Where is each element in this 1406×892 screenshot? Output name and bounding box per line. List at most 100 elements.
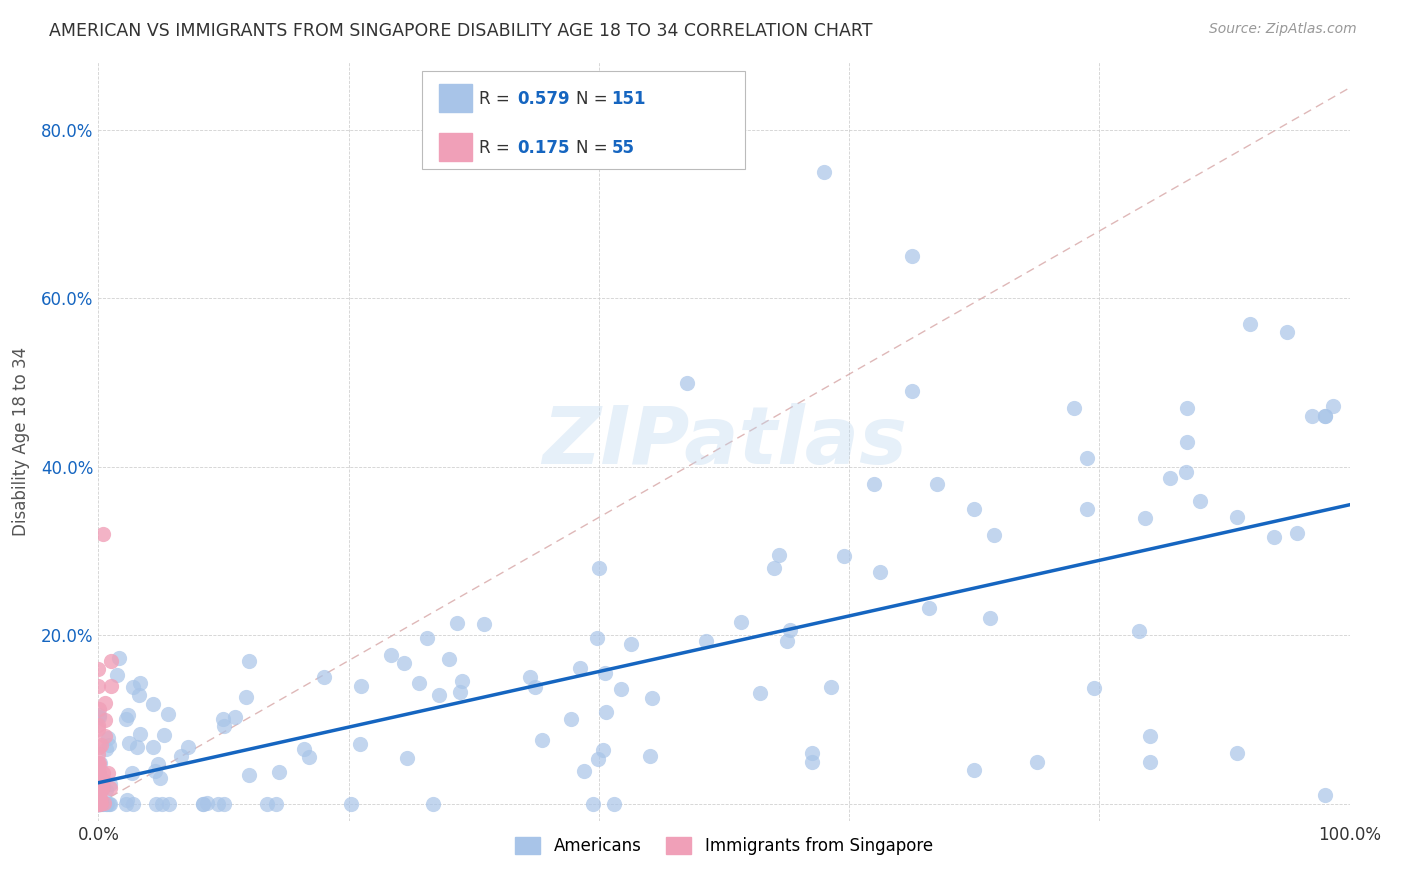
Point (298, 750, 321, 764)
Point (87, 758, 110, 772)
Point (93, 713, 115, 727)
Point (121, 765, 143, 780)
Point (89, 797, 111, 811)
Point (800, 746, 823, 760)
Text: AMERICAN VS IMMIGRANTS FROM SINGAPORE DISABILITY AGE 18 TO 34 CORRELATION CHART: AMERICAN VS IMMIGRANTS FROM SINGAPORE DI… (49, 22, 873, 40)
Point (264, 797, 287, 811)
Point (314, 670, 336, 684)
Point (1133, 511, 1156, 525)
Point (150, 797, 173, 811)
Point (267, 764, 290, 779)
Point (207, 797, 229, 811)
Point (97, 765, 120, 780)
Point (87, 707, 110, 722)
Point (609, 681, 631, 696)
Point (97, 731, 120, 746)
Point (93, 730, 115, 744)
Point (91, 773, 114, 788)
Point (834, 549, 856, 563)
Point (157, 797, 180, 811)
Point (87, 797, 110, 811)
Point (117, 736, 139, 750)
Point (87, 797, 110, 811)
Point (89, 797, 111, 811)
Point (193, 797, 215, 811)
Point (437, 652, 460, 666)
Point (408, 676, 430, 690)
Point (1239, 317, 1261, 331)
Point (586, 751, 609, 765)
Point (98, 780, 121, 795)
Point (87, 718, 110, 732)
Point (1226, 746, 1249, 760)
Point (87, 797, 110, 811)
Point (1263, 530, 1285, 544)
Point (121, 797, 143, 811)
Point (238, 654, 260, 668)
Point (93, 796, 115, 810)
Point (1159, 470, 1181, 484)
Point (87, 795, 110, 809)
Point (212, 712, 235, 726)
Point (100, 777, 122, 791)
Point (768, 548, 790, 562)
Point (89, 768, 111, 782)
Point (292, 742, 315, 756)
Point (1139, 730, 1161, 744)
Point (87, 786, 110, 800)
Point (156, 707, 179, 722)
Point (87, 710, 110, 724)
Point (87, 740, 110, 755)
Point (87, 762, 110, 776)
Point (863, 476, 886, 491)
Point (169, 749, 191, 764)
Point (89, 790, 111, 805)
Text: R =: R = (479, 90, 516, 108)
Point (87, 797, 110, 811)
Point (416, 631, 439, 645)
Point (87, 797, 110, 811)
Point (87, 771, 110, 785)
Text: 0.175: 0.175 (517, 139, 569, 157)
Point (1175, 401, 1198, 415)
Point (94, 741, 117, 756)
Point (983, 528, 1005, 542)
Point (89, 797, 111, 811)
Point (87, 765, 110, 780)
Point (145, 797, 167, 811)
Point (586, 632, 609, 646)
Point (224, 710, 246, 724)
Point (87, 789, 110, 803)
Point (115, 793, 138, 807)
Point (1083, 681, 1105, 695)
Point (1076, 502, 1098, 516)
Point (128, 676, 150, 690)
Point (87, 778, 110, 792)
Point (925, 476, 948, 491)
Point (212, 718, 235, 732)
Point (695, 634, 717, 648)
Point (531, 733, 554, 747)
Point (1313, 409, 1336, 424)
Point (595, 705, 617, 719)
Point (340, 797, 363, 811)
Point (749, 686, 772, 700)
Point (592, 743, 614, 757)
Point (98, 797, 121, 811)
Point (146, 757, 169, 772)
Point (97, 797, 120, 811)
Point (427, 688, 450, 702)
Point (87, 775, 110, 789)
Point (640, 691, 662, 706)
Point (87, 747, 110, 761)
Point (87, 679, 110, 693)
Point (1063, 401, 1085, 415)
Point (148, 771, 170, 785)
Point (87, 766, 110, 780)
Point (87, 782, 110, 797)
Point (472, 617, 495, 632)
Point (128, 688, 150, 702)
Point (90, 797, 112, 811)
Point (1174, 466, 1197, 480)
Point (820, 680, 842, 694)
